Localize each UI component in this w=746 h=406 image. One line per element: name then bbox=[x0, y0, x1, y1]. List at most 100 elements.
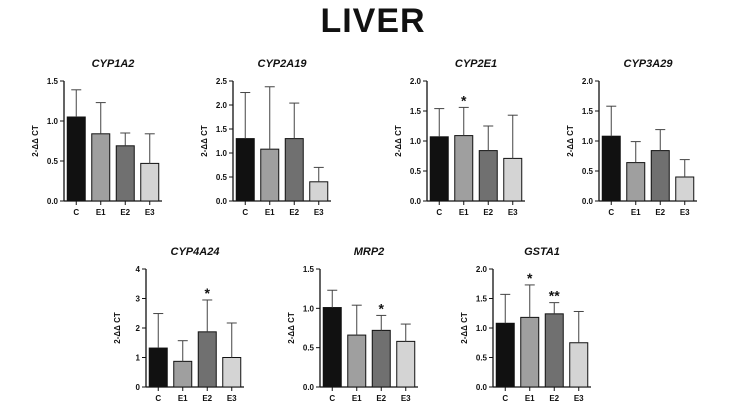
x-tick-label: E1 bbox=[352, 394, 362, 403]
y-axis-label: 2-ΔΔ CT bbox=[394, 125, 403, 157]
x-tick-label: C bbox=[155, 394, 161, 403]
bar-e3 bbox=[309, 181, 329, 202]
x-tick-label: E1 bbox=[631, 208, 641, 217]
bar-e1 bbox=[347, 334, 367, 388]
y-tick-label: 1.5 bbox=[582, 107, 594, 116]
bar-c bbox=[429, 136, 449, 202]
figure-title: LIVER bbox=[320, 2, 426, 40]
x-tick-label: E3 bbox=[401, 394, 411, 403]
y-tick-label: 1.0 bbox=[410, 137, 422, 146]
y-tick-label: 1.5 bbox=[303, 265, 315, 274]
y-tick-label: 1.0 bbox=[582, 137, 594, 146]
x-tick-label: E2 bbox=[120, 208, 130, 217]
bar-e1 bbox=[173, 360, 193, 388]
chart-panel-mrp2: MRP2 2-ΔΔ CT 0.0 0.5 1.0 1.5 C E1 E2 * E3 bbox=[287, 246, 418, 403]
y-tick-label: 0.0 bbox=[216, 197, 228, 206]
x-tick-label: E2 bbox=[483, 208, 493, 217]
bar-c bbox=[66, 116, 86, 202]
y-tick-label: 2.0 bbox=[216, 101, 228, 110]
bar-c bbox=[495, 322, 515, 388]
x-tick-label: E2 bbox=[655, 208, 665, 217]
x-tick-label: E1 bbox=[459, 208, 469, 217]
bar-e1 bbox=[520, 316, 540, 388]
bar-e3 bbox=[396, 340, 416, 388]
y-tick-label: 0.0 bbox=[47, 197, 59, 206]
y-tick-label: 0.5 bbox=[303, 344, 315, 353]
bar-e1 bbox=[260, 148, 280, 202]
x-tick-label: E3 bbox=[574, 394, 584, 403]
x-tick-label: E2 bbox=[289, 208, 299, 217]
bar-e2 bbox=[544, 313, 564, 388]
y-tick-label: 2.0 bbox=[476, 265, 488, 274]
chart-panel-cyp2a19: CYP2A19 2-ΔΔ CT 0.0 0.5 1.0 1.5 2.0 2.5 C E1 E2 E3 bbox=[200, 58, 331, 217]
y-tick-label: 0.5 bbox=[216, 173, 228, 182]
y-tick-label: 2.5 bbox=[216, 77, 228, 86]
bar-e3 bbox=[222, 357, 242, 388]
chart-panel-cyp3a29: CYP3A29 2-ΔΔ CT 0.0 0.5 1.0 1.5 2.0 C E1 E2 E3 bbox=[566, 58, 697, 217]
panel-title: MRP2 bbox=[354, 246, 385, 258]
x-tick-label: E3 bbox=[314, 208, 324, 217]
x-tick-label: E2 bbox=[202, 394, 212, 403]
x-tick-label: E3 bbox=[680, 208, 690, 217]
y-axis-label: 2-ΔΔ CT bbox=[460, 312, 469, 344]
y-tick-label: 0.5 bbox=[476, 354, 488, 363]
y-tick-label: 0.5 bbox=[582, 167, 594, 176]
y-tick-label: 0 bbox=[136, 383, 141, 392]
panel-title: CYP1A2 bbox=[92, 58, 135, 70]
x-tick-label: C bbox=[436, 208, 442, 217]
x-tick-label: E1 bbox=[265, 208, 275, 217]
chart-panel-gsta1: GSTA1 2-ΔΔ CT 0.0 0.5 1.0 1.5 2.0 C E1 * E2 ** E3 bbox=[460, 246, 591, 403]
y-tick-label: 0.5 bbox=[410, 167, 422, 176]
significance-marker: * bbox=[527, 270, 533, 286]
y-tick-label: 1.5 bbox=[410, 107, 422, 116]
y-tick-label: 1.0 bbox=[47, 117, 59, 126]
y-tick-label: 2.0 bbox=[410, 77, 422, 86]
y-tick-label: 0.0 bbox=[476, 383, 488, 392]
panel-title: CYP2E1 bbox=[455, 58, 497, 70]
bar-e2 bbox=[197, 331, 217, 388]
bar-e2 bbox=[115, 145, 135, 202]
bar-e3 bbox=[569, 342, 589, 388]
bar-e3 bbox=[675, 176, 695, 202]
y-tick-label: 1.5 bbox=[47, 77, 59, 86]
bar-e1 bbox=[91, 133, 111, 202]
significance-marker: * bbox=[379, 300, 385, 316]
significance-marker: * bbox=[205, 285, 211, 301]
x-tick-label: C bbox=[329, 394, 335, 403]
significance-marker: * bbox=[461, 92, 467, 108]
bar-c bbox=[601, 135, 621, 202]
x-tick-label: E2 bbox=[549, 394, 559, 403]
panel-title: GSTA1 bbox=[524, 246, 560, 258]
x-tick-label: E2 bbox=[376, 394, 386, 403]
panel-title: CYP2A19 bbox=[258, 58, 308, 70]
y-tick-label: 4 bbox=[136, 265, 141, 274]
chart-panel-cyp2e1: CYP2E1 2-ΔΔ CT 0.0 0.5 1.0 1.5 2.0 C E1 * E2 E3 bbox=[394, 58, 525, 217]
y-tick-label: 0.0 bbox=[582, 197, 594, 206]
bar-e1 bbox=[454, 135, 474, 202]
bar-e2 bbox=[478, 150, 498, 202]
chart-panel-cyp1a2: CYP1A2 2-ΔΔ CT 0.0 0.5 1.0 1.5 C E1 E2 E3 bbox=[31, 58, 162, 217]
significance-marker: ** bbox=[549, 288, 560, 304]
y-tick-label: 0.0 bbox=[410, 197, 422, 206]
y-tick-label: 2.0 bbox=[582, 77, 594, 86]
x-tick-label: E1 bbox=[178, 394, 188, 403]
bar-e2 bbox=[650, 150, 670, 202]
x-tick-label: C bbox=[242, 208, 248, 217]
y-tick-label: 1 bbox=[136, 354, 141, 363]
y-tick-label: 1.5 bbox=[476, 295, 488, 304]
bar-e2 bbox=[371, 329, 391, 388]
y-tick-label: 0.5 bbox=[47, 157, 59, 166]
y-axis-label: 2-ΔΔ CT bbox=[200, 125, 209, 157]
y-axis-label: 2-ΔΔ CT bbox=[287, 312, 296, 344]
bar-e1 bbox=[626, 162, 646, 202]
y-axis-label: 2-ΔΔ CT bbox=[566, 125, 575, 157]
y-tick-label: 0.0 bbox=[303, 383, 315, 392]
y-axis-label: 2-ΔΔ CT bbox=[113, 312, 122, 344]
y-tick-label: 1.0 bbox=[303, 304, 315, 313]
bar-c bbox=[148, 347, 168, 388]
y-tick-label: 2 bbox=[136, 324, 141, 333]
chart-panel-cyp4a24: CYP4A24 2-ΔΔ CT 0 1 2 3 4 C E1 E2 * E3 bbox=[113, 246, 244, 403]
y-axis-label: 2-ΔΔ CT bbox=[31, 125, 40, 157]
bar-e3 bbox=[503, 157, 523, 202]
